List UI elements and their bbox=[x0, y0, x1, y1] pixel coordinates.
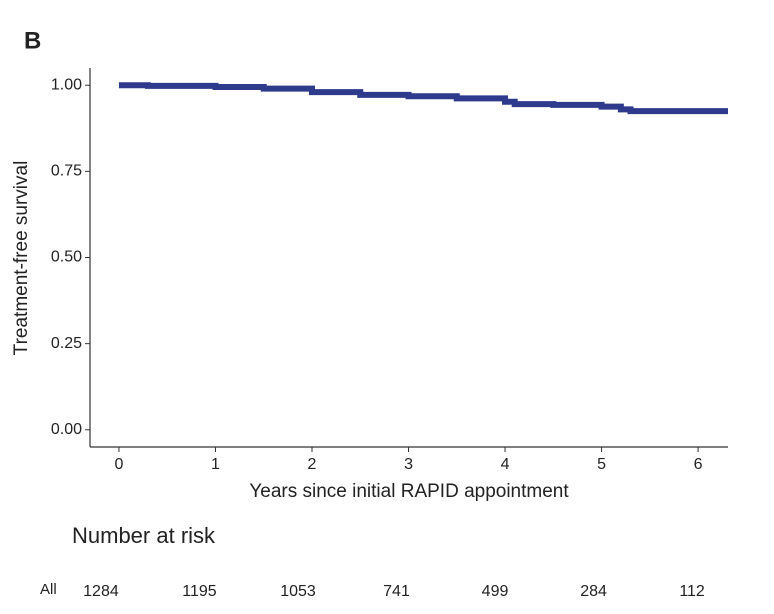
x-tick-label: 3 bbox=[404, 456, 413, 473]
x-tick-label: 0 bbox=[115, 456, 124, 473]
y-tick-label: 0.75 bbox=[51, 163, 82, 180]
x-tick-label: 1 bbox=[211, 456, 220, 473]
risk-count: 499 bbox=[482, 583, 509, 600]
risk-table-title: Number at risk bbox=[72, 523, 216, 548]
risk-count: 284 bbox=[580, 583, 607, 600]
y-tick-label: 0.25 bbox=[51, 335, 82, 352]
y-tick-label: 1.00 bbox=[51, 76, 82, 93]
y-tick-label: 0.00 bbox=[51, 421, 82, 438]
x-tick-label: 5 bbox=[597, 456, 606, 473]
risk-strata-label: All bbox=[40, 581, 57, 598]
x-tick-label: 4 bbox=[501, 456, 510, 473]
y-axis-label: Treatment-free survival bbox=[11, 161, 32, 356]
risk-count: 1195 bbox=[182, 583, 217, 600]
x-tick-label: 6 bbox=[694, 456, 703, 473]
risk-count: 1053 bbox=[280, 583, 316, 600]
risk-count: 112 bbox=[679, 583, 705, 600]
y-tick-label: 0.50 bbox=[51, 249, 82, 266]
risk-count: 741 bbox=[383, 583, 410, 600]
panel-label: B bbox=[24, 27, 41, 54]
risk-count: 1284 bbox=[83, 583, 119, 600]
x-axis-label: Years since initial RAPID appointment bbox=[249, 481, 569, 502]
x-tick-label: 2 bbox=[308, 456, 317, 473]
survival-curve bbox=[118, 82, 728, 115]
